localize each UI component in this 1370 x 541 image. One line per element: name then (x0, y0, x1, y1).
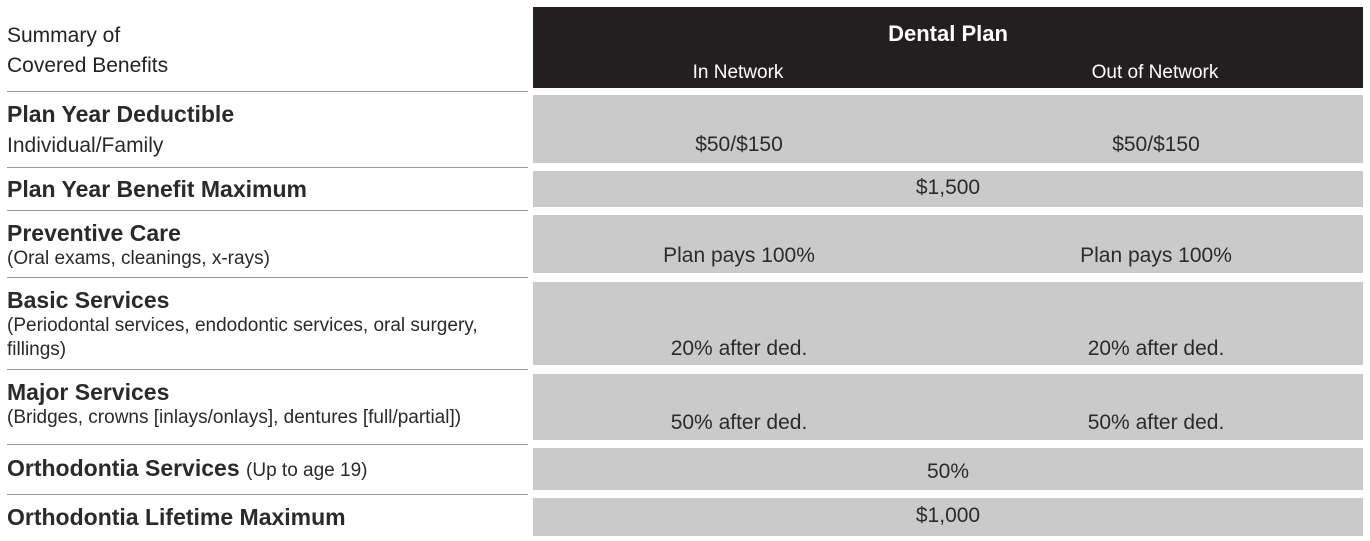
row-ortho-max: Orthodontia Lifetime Maximum (7, 503, 528, 531)
divider (7, 444, 528, 445)
row-title-wrap: Orthodontia Services (Up to age 19) (7, 454, 528, 485)
row-subtitle: Individual/Family (7, 134, 164, 157)
preventive-in-network: Plan pays 100% (663, 244, 815, 267)
deductible-cell (533, 95, 1363, 163)
row-title: Preventive Care (7, 220, 181, 246)
divider (7, 91, 528, 92)
preventive-out-network: Plan pays 100% (1080, 244, 1232, 267)
ortho-cell (533, 448, 1363, 490)
preventive-cell (533, 215, 1363, 273)
divider (7, 277, 528, 278)
summary-line-2: Covered Benefits (7, 54, 169, 77)
divider (7, 210, 528, 211)
row-benefit-max: Plan Year Benefit Maximum (7, 175, 528, 203)
row-subtitle: (Bridges, crowns [inlays/onlays], dentur… (7, 407, 462, 428)
row-title: Orthodontia Services (7, 455, 240, 481)
divider (7, 167, 528, 168)
row-title: Plan Year Deductible (7, 101, 235, 127)
basic-cell (533, 282, 1363, 365)
row-title: Major Services (7, 379, 170, 405)
row-subtitle: (Periodontal services, endodontic servic… (7, 315, 478, 360)
row-note: (Up to age 19) (246, 460, 368, 481)
divider (7, 494, 528, 495)
basic-out-network: 20% after ded. (1087, 337, 1225, 360)
major-cell (533, 374, 1363, 440)
major-in-network: 50% after ded. (670, 411, 808, 434)
summary-line-1: Summary of (7, 24, 121, 47)
row-deductible: Plan Year Deductible Individual/Family (7, 100, 528, 160)
benefit-max-cell (533, 171, 1363, 207)
row-basic: Basic Services (Periodontal services, en… (7, 286, 528, 362)
plan-header: Dental Plan In Network Out of Network (533, 7, 1363, 88)
basic-in-network: 20% after ded. (670, 337, 808, 360)
divider (7, 369, 528, 370)
out-network-header: Out of Network (1091, 62, 1219, 83)
row-preventive: Preventive Care (Oral exams, cleanings, … (7, 219, 528, 271)
in-network-header: In Network (692, 62, 784, 83)
row-major: Major Services (Bridges, crowns [inlays/… (7, 378, 528, 430)
summary-title: Summary of Covered Benefits (7, 21, 168, 81)
deductible-out-network: $50/$150 (1112, 133, 1200, 156)
ortho-max-cell (533, 498, 1363, 536)
ortho-value: 50% (926, 460, 970, 483)
row-title: Basic Services (7, 287, 170, 313)
benefit-max-value: $1,500 (915, 176, 981, 199)
ortho-max-value: $1,000 (915, 504, 981, 527)
deductible-in-network: $50/$150 (695, 133, 783, 156)
row-title: Plan Year Benefit Maximum (7, 176, 307, 202)
plan-title: Dental Plan (888, 21, 1008, 46)
row-subtitle: (Oral exams, cleanings, x-rays) (7, 248, 270, 269)
major-out-network: 50% after ded. (1087, 411, 1225, 434)
row-title: Orthodontia Lifetime Maximum (7, 504, 346, 530)
row-ortho: Orthodontia Services (Up to age 19) (7, 454, 528, 485)
